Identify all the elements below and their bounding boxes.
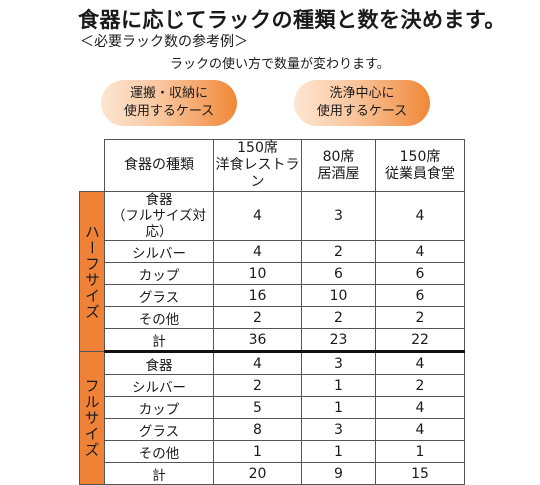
table-corner xyxy=(80,140,105,192)
cell-value: 20 xyxy=(213,462,302,485)
cell-value: 6 xyxy=(375,284,465,307)
table-row: シルバー 4 2 4 xyxy=(80,240,465,263)
cell-value: 3 xyxy=(301,191,376,241)
cell-value: 8 xyxy=(213,418,302,441)
cell-value: 4 xyxy=(375,418,465,441)
cell-value: 2 xyxy=(375,306,465,329)
washing-case-label: 洗浄中心に 使用するケース xyxy=(294,80,430,126)
transport-storage-case-label: 運搬・収納に 使用するケース xyxy=(101,80,237,126)
header-izakaya: 80席 居酒屋 xyxy=(301,139,376,192)
cell-value: 16 xyxy=(213,284,302,307)
cell-value: 2 xyxy=(301,240,376,263)
table-row: シルバー 2 1 2 xyxy=(80,374,465,397)
table-row: グラス 16 10 6 xyxy=(80,284,465,307)
cell-value: 10 xyxy=(213,262,302,285)
row-item-label: 食器 xyxy=(104,351,214,375)
cell-value: 1 xyxy=(213,440,302,463)
header-col1-line2: 洋食レストラン xyxy=(215,157,300,190)
table-row: カップ 10 6 6 xyxy=(80,262,465,285)
header-col1-line1: 150席 xyxy=(237,140,278,156)
row-item-label: カップ xyxy=(104,396,214,419)
table-row: ハーフサイズ 食器 （フルサイズ対応） 4 3 4 xyxy=(79,191,465,352)
row-item-label: 計 xyxy=(104,462,214,485)
cell-value: 4 xyxy=(213,351,302,375)
cell-value: 4 xyxy=(375,351,465,375)
cell-value: 23 xyxy=(301,328,376,353)
row-item-label: 計 xyxy=(104,328,214,353)
group-full-size: フルサイズ xyxy=(79,351,105,485)
row-item-label: シルバー xyxy=(104,240,214,263)
cell-value: 1 xyxy=(375,440,465,463)
pill-left-line1: 運搬・収納に xyxy=(129,86,208,101)
table-row: グラス 8 3 4 xyxy=(80,418,465,441)
row-item-label: グラス xyxy=(104,284,214,307)
rack-count-table: 食器の種類 150席 洋食レストラン 80席 居酒屋 150席 従業員食堂 ハー… xyxy=(79,139,465,485)
cell-value: 2 xyxy=(375,374,465,397)
header-col2-line2: 居酒屋 xyxy=(317,165,360,182)
cell-value: 2 xyxy=(301,306,376,329)
header-western-restaurant: 150席 洋食レストラン xyxy=(213,139,302,192)
cell-value: 4 xyxy=(375,240,465,263)
cell-value: 5 xyxy=(213,396,302,419)
row-item-label: 食器 （フルサイズ対応） xyxy=(104,191,214,241)
header-item-type: 食器の種類 xyxy=(104,139,214,192)
row-item-label: カップ xyxy=(104,262,214,285)
item-line2: （フルサイズ対応） xyxy=(111,208,207,240)
pill-right-line1: 洗浄中心に xyxy=(329,86,395,101)
cell-value: 3 xyxy=(301,418,376,441)
cell-value: 4 xyxy=(375,191,465,241)
group-half-size: ハーフサイズ xyxy=(79,191,105,352)
subtitle: ＜必要ラック数の参考例＞ xyxy=(80,34,248,50)
cell-value: 6 xyxy=(375,262,465,285)
table-row: その他 1 1 1 xyxy=(80,440,465,463)
row-item-label: グラス xyxy=(104,418,214,441)
table-row: その他 2 2 2 xyxy=(80,306,465,329)
pill-left-line2: 使用するケース xyxy=(123,104,215,119)
pill-right-line2: 使用するケース xyxy=(316,104,408,119)
table-row: カップ 5 1 4 xyxy=(80,396,465,419)
table-row-total: 計 36 23 22 xyxy=(80,328,465,353)
cell-value: 4 xyxy=(213,240,302,263)
cell-value: 10 xyxy=(301,284,376,307)
header-col3-line2: 従業員食堂 xyxy=(385,165,455,182)
cell-value: 3 xyxy=(301,351,376,375)
table-row-total: 計 20 9 15 xyxy=(80,462,465,485)
row-item-label: シルバー xyxy=(104,374,214,397)
cell-value: 36 xyxy=(213,328,302,353)
page-title: 食器に応じてラックの種類と数を決めます。 xyxy=(78,8,506,32)
header-col2-line1: 80席 xyxy=(322,148,355,165)
item-line1: 食器 xyxy=(145,192,173,208)
header-staff-cafeteria: 150席 従業員食堂 xyxy=(375,139,465,192)
cell-value: 2 xyxy=(213,306,302,329)
cell-value: 15 xyxy=(375,462,465,485)
cell-value: 22 xyxy=(375,328,465,353)
cell-value: 9 xyxy=(301,462,376,485)
usage-note: ラックの使い方で数量が変わります。 xyxy=(170,57,390,72)
table-header-row: 食器の種類 150席 洋食レストラン 80席 居酒屋 150席 従業員食堂 xyxy=(80,139,465,192)
cell-value: 1 xyxy=(301,396,376,419)
row-item-label: その他 xyxy=(104,306,214,329)
cell-value: 1 xyxy=(301,374,376,397)
header-col3-line1: 150席 xyxy=(399,148,441,165)
cell-value: 4 xyxy=(375,396,465,419)
cell-value: 1 xyxy=(301,440,376,463)
row-item-label: その他 xyxy=(104,440,214,463)
cell-value: 6 xyxy=(301,262,376,285)
table-row: フルサイズ 食器 4 3 4 xyxy=(79,351,465,485)
cell-value: 4 xyxy=(213,191,302,241)
cell-value: 2 xyxy=(213,374,302,397)
